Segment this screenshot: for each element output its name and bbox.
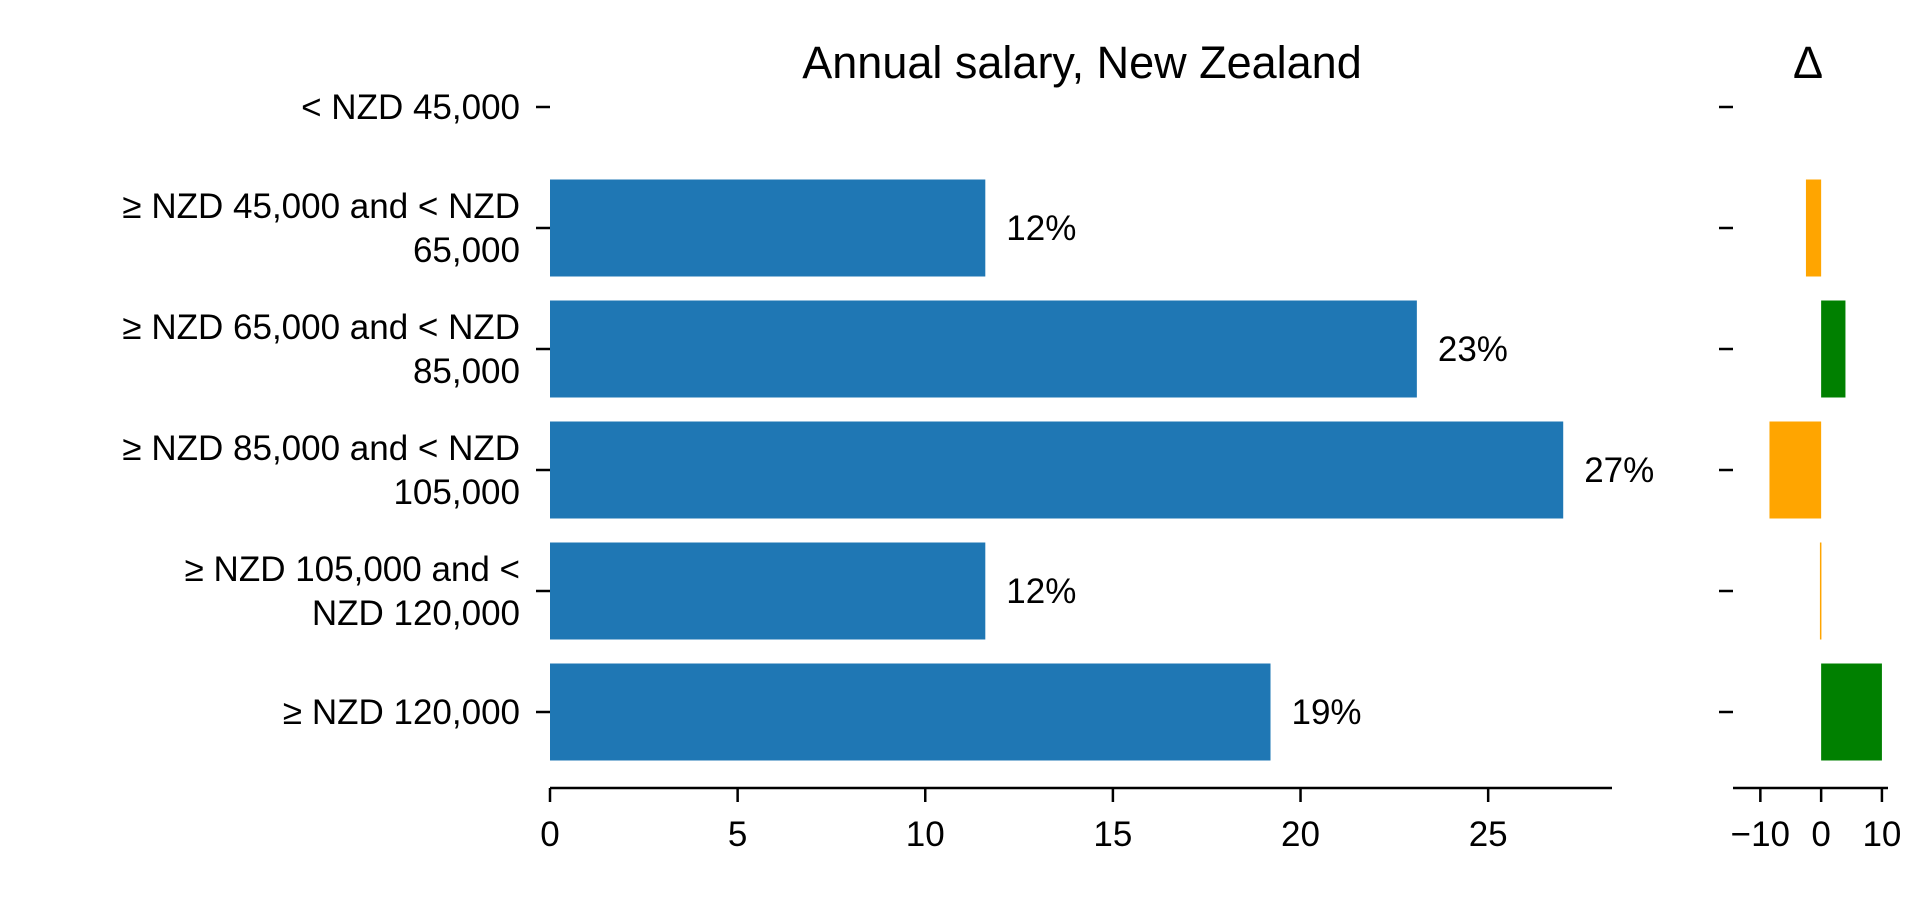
bar [550, 179, 986, 277]
category-label: ≥ NZD 65,000 and < NZD 85,000 [122, 308, 520, 391]
x-tick-label: 0 [540, 815, 559, 854]
delta-bar [1805, 179, 1822, 277]
x-tick-label: 5 [728, 815, 747, 854]
bar [550, 663, 1271, 761]
category-label-line: ≥ NZD 65,000 and < NZD [122, 308, 520, 347]
category-label-line: ≥ NZD 45,000 and < NZD [122, 187, 520, 226]
delta-x-tick-label: −10 [1731, 815, 1790, 854]
delta-bar [1821, 300, 1846, 398]
delta-bar [1821, 663, 1882, 761]
category-label-line: 85,000 [413, 352, 520, 391]
category-label: < NZD 45,000 [301, 88, 520, 127]
delta-x-tick-label: 10 [1862, 815, 1901, 854]
category-label-line: ≥ NZD 85,000 and < NZD [122, 429, 520, 468]
delta-bar [1819, 542, 1822, 640]
category-label-line: ≥ NZD 105,000 and < [185, 550, 520, 589]
chart-title: Annual salary, New Zealand [802, 37, 1361, 88]
bar [550, 300, 1417, 398]
delta-plot-area: −10 0 10 [1719, 105, 1901, 854]
category-label: ≥ NZD 45,000 and < NZD 65,000 [122, 187, 520, 270]
category-label-line: 65,000 [413, 231, 520, 270]
bar-value-label: 23% [1438, 330, 1508, 369]
bar [550, 421, 1564, 519]
category-label: ≥ NZD 120,000 [283, 693, 520, 732]
bar [550, 542, 986, 640]
x-tick-label: 25 [1469, 815, 1508, 854]
category-label-line: 105,000 [393, 473, 520, 512]
delta-bar [1769, 421, 1822, 519]
bar-value-label: 12% [1006, 572, 1076, 611]
category-label-line: < NZD 45,000 [301, 88, 520, 127]
delta-chart-title: Δ [1793, 37, 1823, 88]
bar-value-label: 12% [1006, 209, 1076, 248]
main-plot-area: < NZD 45,000 ≥ NZD 45,000 and < NZD 65,000… [122, 88, 1654, 854]
x-tick-label: 20 [1281, 815, 1320, 854]
delta-x-tick-label: 0 [1811, 815, 1830, 854]
bar-value-label: 19% [1292, 693, 1362, 732]
category-label-line: ≥ NZD 120,000 [283, 693, 520, 732]
x-tick-label: 10 [906, 815, 945, 854]
bar-value-label: 27% [1584, 451, 1654, 490]
category-label-line: NZD 120,000 [312, 594, 520, 633]
category-label: ≥ NZD 85,000 and < NZD 105,000 [122, 429, 520, 512]
category-label: ≥ NZD 105,000 and < NZD 120,000 [185, 550, 520, 633]
x-tick-label: 15 [1093, 815, 1132, 854]
